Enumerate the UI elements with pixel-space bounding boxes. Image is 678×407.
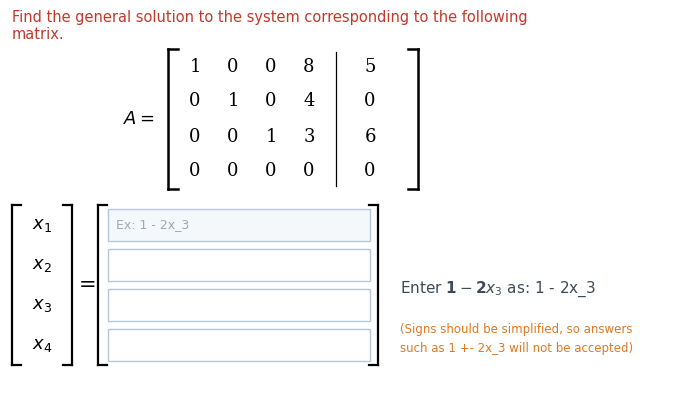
Text: $x_{2}$: $x_{2}$ xyxy=(32,256,52,274)
Text: =: = xyxy=(79,275,97,295)
Text: $A=$: $A=$ xyxy=(123,110,155,128)
Text: 0: 0 xyxy=(265,92,277,110)
Text: 8: 8 xyxy=(303,57,315,76)
Text: $x_{1}$: $x_{1}$ xyxy=(32,216,52,234)
Text: Find the general solution to the system corresponding to the following: Find the general solution to the system … xyxy=(12,10,527,25)
Text: matrix.: matrix. xyxy=(12,27,64,42)
Text: 4: 4 xyxy=(303,92,315,110)
Text: 6: 6 xyxy=(364,127,376,145)
FancyBboxPatch shape xyxy=(108,289,370,321)
Text: 0: 0 xyxy=(227,57,239,76)
FancyBboxPatch shape xyxy=(108,209,370,241)
Text: 0: 0 xyxy=(227,127,239,145)
FancyBboxPatch shape xyxy=(108,329,370,361)
Text: 0: 0 xyxy=(364,92,376,110)
Text: 0: 0 xyxy=(189,92,201,110)
Text: (Signs should be simplified, so answers
such as 1 +- 2x_3 will not be accepted): (Signs should be simplified, so answers … xyxy=(400,323,633,355)
Text: 0: 0 xyxy=(227,162,239,180)
Text: 5: 5 xyxy=(364,57,376,76)
Text: 0: 0 xyxy=(265,162,277,180)
Text: 0: 0 xyxy=(189,127,201,145)
Text: $x_{3}$: $x_{3}$ xyxy=(32,296,52,314)
FancyBboxPatch shape xyxy=(108,249,370,281)
Text: 0: 0 xyxy=(303,162,315,180)
Text: 1: 1 xyxy=(265,127,277,145)
Text: 0: 0 xyxy=(265,57,277,76)
Text: 0: 0 xyxy=(189,162,201,180)
Text: Ex: 1 - 2x_3: Ex: 1 - 2x_3 xyxy=(116,219,189,232)
Text: 3: 3 xyxy=(303,127,315,145)
Text: $x_{4}$: $x_{4}$ xyxy=(32,336,52,354)
Text: 1: 1 xyxy=(227,92,239,110)
Text: 0: 0 xyxy=(364,162,376,180)
Text: 1: 1 xyxy=(189,57,201,76)
Text: Enter $\mathbf{1} - \mathbf{2}x_3$ as: 1 - 2x_3: Enter $\mathbf{1} - \mathbf{2}x_3$ as: 1… xyxy=(400,279,596,299)
